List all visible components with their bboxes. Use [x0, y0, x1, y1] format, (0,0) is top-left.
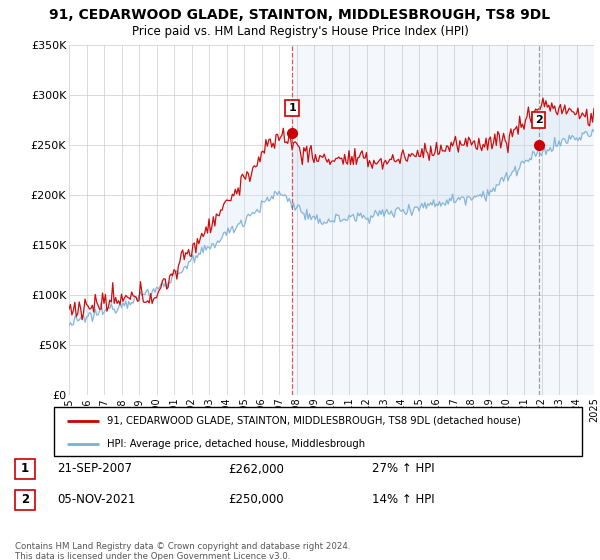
- Text: 91, CEDARWOOD GLADE, STAINTON, MIDDLESBROUGH, TS8 9DL: 91, CEDARWOOD GLADE, STAINTON, MIDDLESBR…: [49, 8, 551, 22]
- Text: 21-SEP-2007: 21-SEP-2007: [57, 463, 132, 475]
- Text: 91, CEDARWOOD GLADE, STAINTON, MIDDLESBROUGH, TS8 9DL (detached house): 91, CEDARWOOD GLADE, STAINTON, MIDDLESBR…: [107, 416, 521, 426]
- Text: £250,000: £250,000: [228, 493, 284, 506]
- Bar: [292, 45, 594, 395]
- Text: £262,000: £262,000: [228, 463, 284, 475]
- Text: Contains HM Land Registry data © Crown copyright and database right 2024.
This d: Contains HM Land Registry data © Crown c…: [15, 542, 350, 560]
- Text: 2: 2: [535, 115, 542, 125]
- Text: 2: 2: [21, 493, 29, 506]
- Text: Price paid vs. HM Land Registry's House Price Index (HPI): Price paid vs. HM Land Registry's House …: [131, 25, 469, 38]
- Text: 1: 1: [288, 103, 296, 113]
- Text: 05-NOV-2021: 05-NOV-2021: [57, 493, 136, 506]
- Text: HPI: Average price, detached house, Middlesbrough: HPI: Average price, detached house, Midd…: [107, 439, 365, 449]
- Text: 27% ↑ HPI: 27% ↑ HPI: [372, 463, 434, 475]
- Text: 1: 1: [21, 463, 29, 475]
- Text: 14% ↑ HPI: 14% ↑ HPI: [372, 493, 434, 506]
